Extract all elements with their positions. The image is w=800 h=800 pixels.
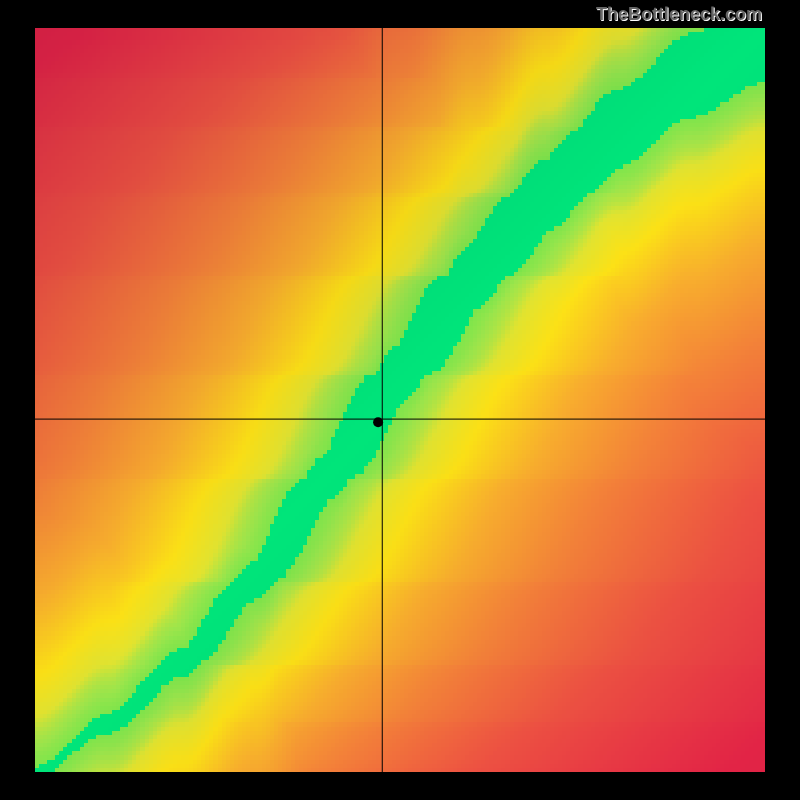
watermark-text: TheBottleneck.com bbox=[596, 4, 762, 25]
heatmap-canvas bbox=[0, 0, 800, 800]
chart-container: TheBottleneck.com bbox=[0, 0, 800, 800]
